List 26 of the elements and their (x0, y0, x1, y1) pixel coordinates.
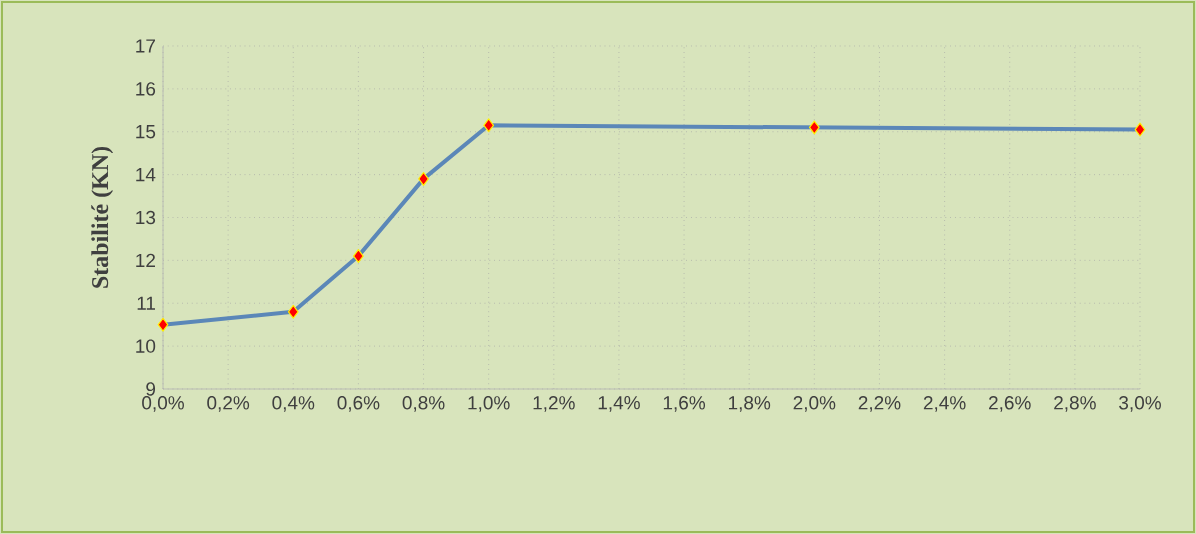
x-tick-label: 0,2% (207, 396, 250, 412)
y-tick-label: 12 (136, 253, 155, 267)
x-tick-label: 1,8% (728, 396, 771, 412)
y-tick-label: 14 (136, 168, 156, 182)
y-tick-label: 11 (137, 296, 155, 310)
y-tick-label: 17 (136, 39, 155, 53)
y-tick-label: 16 (136, 82, 156, 96)
x-tick-label: 3,0% (1119, 396, 1161, 412)
y-tick-label: 10 (136, 339, 156, 353)
y-axis-title: Stabilité (KN) (91, 146, 114, 288)
y-tick-label: 9 (146, 382, 156, 396)
x-tick-label: 2,8% (1054, 396, 1096, 412)
y-tick-label: 15 (136, 125, 156, 139)
x-tick-label: 1,2% (533, 396, 575, 412)
x-tick-label: 0,6% (337, 396, 380, 412)
x-tick-label: 0,0% (142, 396, 184, 412)
y-tick-label: 13 (136, 210, 156, 225)
x-tick-label: 1,4% (598, 396, 640, 412)
x-tick-label: 0,4% (272, 396, 315, 412)
x-tick-label: 2,0% (793, 396, 836, 412)
x-tick-label: 2,2% (858, 396, 901, 412)
x-tick-label: 1,6% (663, 396, 706, 412)
x-tick-label: 0,8% (402, 396, 445, 412)
x-tick-label: 2,4% (923, 396, 966, 412)
x-tick-label: 2,6% (989, 396, 1031, 412)
x-tick-label: 1,0% (468, 396, 510, 412)
